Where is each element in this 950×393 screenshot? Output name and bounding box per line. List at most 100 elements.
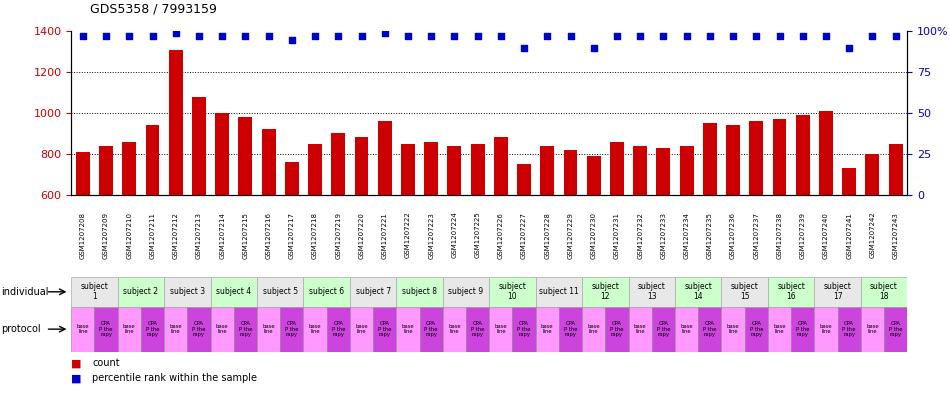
Bar — [118, 307, 141, 352]
Text: GSM1207236: GSM1207236 — [731, 212, 736, 259]
Bar — [861, 307, 884, 352]
Text: GSM1207226: GSM1207226 — [498, 212, 504, 259]
Point — [493, 33, 508, 39]
Point — [331, 33, 346, 39]
Bar — [280, 307, 303, 352]
Bar — [517, 164, 531, 195]
Text: GSM1207227: GSM1207227 — [522, 212, 527, 259]
Text: base
line: base line — [448, 324, 461, 334]
Text: percentile rank within the sample: percentile rank within the sample — [92, 373, 257, 384]
Bar — [582, 307, 605, 352]
Bar — [629, 277, 675, 307]
Text: CPA
P the
rapy: CPA P the rapy — [378, 321, 391, 337]
Bar — [470, 143, 484, 195]
Bar — [327, 307, 350, 352]
Text: CPA
P the
rapy: CPA P the rapy — [656, 321, 670, 337]
Text: base
line: base line — [820, 324, 832, 334]
Text: GSM1207237: GSM1207237 — [753, 212, 759, 259]
Text: GSM1207211: GSM1207211 — [149, 212, 156, 259]
Text: CPA
P the
rapy: CPA P the rapy — [563, 321, 578, 337]
Text: CPA
P the
rapy: CPA P the rapy — [703, 321, 716, 337]
Bar — [861, 277, 907, 307]
Bar — [721, 277, 768, 307]
Point — [446, 33, 462, 39]
Point — [586, 44, 601, 51]
Point — [470, 33, 485, 39]
Bar — [772, 119, 787, 195]
Point — [818, 33, 833, 39]
Bar — [652, 307, 675, 352]
Bar — [350, 277, 396, 307]
Bar — [768, 277, 814, 307]
Text: subject
10: subject 10 — [499, 283, 526, 301]
Point — [864, 33, 880, 39]
Bar — [378, 121, 391, 195]
Bar — [582, 277, 629, 307]
Bar — [814, 277, 861, 307]
Text: base
line: base line — [123, 324, 136, 334]
Bar — [71, 277, 118, 307]
Text: base
line: base line — [587, 324, 600, 334]
Text: GSM1207224: GSM1207224 — [451, 212, 457, 259]
Text: base
line: base line — [262, 324, 275, 334]
Text: GSM1207222: GSM1207222 — [405, 212, 411, 259]
Point — [702, 33, 717, 39]
Text: individual: individual — [1, 287, 48, 297]
Point — [99, 33, 114, 39]
Text: subject
16: subject 16 — [777, 283, 805, 301]
Text: GSM1207225: GSM1207225 — [475, 212, 481, 259]
Text: base
line: base line — [541, 324, 554, 334]
Bar — [865, 154, 880, 195]
Bar — [796, 115, 809, 195]
Bar — [285, 162, 299, 195]
Point — [888, 33, 903, 39]
Text: base
line: base line — [216, 324, 229, 334]
Text: base
line: base line — [866, 324, 879, 334]
Text: CPA
P the
rapy: CPA P the rapy — [843, 321, 856, 337]
Bar — [791, 307, 814, 352]
Text: GDS5358 / 7993159: GDS5358 / 7993159 — [90, 3, 218, 16]
Text: base
line: base line — [634, 324, 647, 334]
Text: GSM1207241: GSM1207241 — [846, 212, 852, 259]
Point — [795, 33, 810, 39]
Text: ■: ■ — [71, 373, 82, 384]
Text: base
line: base line — [402, 324, 414, 334]
Bar — [118, 277, 164, 307]
Text: GSM1207230: GSM1207230 — [591, 212, 597, 259]
Point — [842, 44, 857, 51]
Text: subject
14: subject 14 — [684, 283, 712, 301]
Point — [726, 33, 741, 39]
Text: subject
1: subject 1 — [81, 283, 108, 301]
Text: GSM1207213: GSM1207213 — [196, 212, 202, 259]
Text: base
line: base line — [355, 324, 368, 334]
Text: subject 11: subject 11 — [539, 287, 579, 296]
Bar — [884, 307, 907, 352]
Point — [563, 33, 579, 39]
Text: subject 4: subject 4 — [217, 287, 252, 296]
Bar — [610, 141, 624, 195]
Text: count: count — [92, 358, 120, 368]
Text: GSM1207231: GSM1207231 — [614, 212, 620, 259]
Bar — [71, 307, 94, 352]
Bar — [675, 307, 698, 352]
Text: GSM1207234: GSM1207234 — [684, 212, 690, 259]
Bar — [238, 117, 253, 195]
Bar — [675, 277, 721, 307]
Text: subject
12: subject 12 — [592, 283, 619, 301]
Bar — [745, 307, 768, 352]
Text: subject 5: subject 5 — [263, 287, 297, 296]
Text: GSM1207242: GSM1207242 — [869, 212, 875, 259]
Point — [238, 33, 253, 39]
Text: GSM1207223: GSM1207223 — [428, 212, 434, 259]
Bar — [145, 125, 160, 195]
Text: CPA
P the
rapy: CPA P the rapy — [192, 321, 206, 337]
Bar — [164, 307, 187, 352]
Bar — [211, 277, 257, 307]
Bar — [466, 307, 489, 352]
Bar — [216, 113, 229, 195]
Bar — [656, 148, 671, 195]
Point — [191, 33, 206, 39]
Point — [424, 33, 439, 39]
Bar — [489, 277, 536, 307]
Text: GSM1207214: GSM1207214 — [219, 212, 225, 259]
